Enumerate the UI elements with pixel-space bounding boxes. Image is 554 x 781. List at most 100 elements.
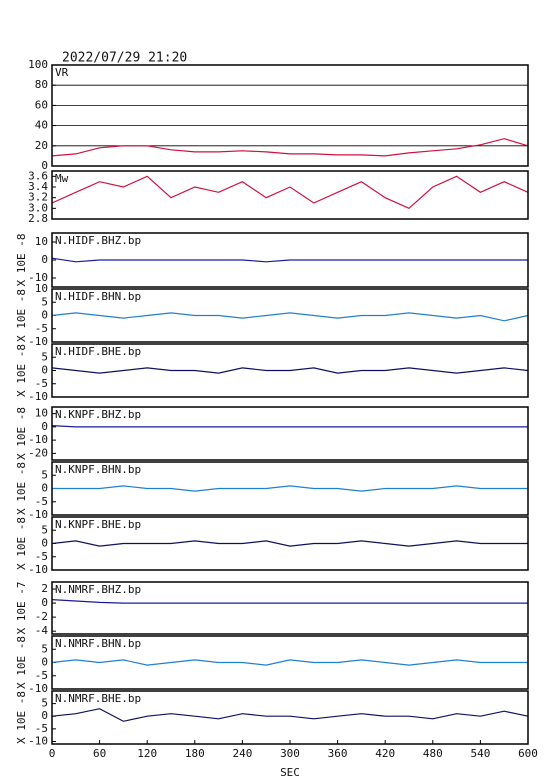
y-tick-label: -20 <box>28 446 48 459</box>
data-line <box>51 175 529 210</box>
y-tick-label: 2.8 <box>28 212 48 225</box>
y-tick-label: -10 <box>28 682 48 695</box>
x-tick-label: 360 <box>328 747 348 760</box>
panel-frame <box>51 406 529 461</box>
y-tick-label: 2 <box>41 582 48 595</box>
series-label: Mw <box>55 172 69 185</box>
x-axis-label: SEC <box>280 766 300 779</box>
panel-frame <box>51 232 529 288</box>
series-label: N.NMRF.BHN.bp <box>55 637 141 650</box>
y-axis-label: X 10E -8 <box>15 691 28 744</box>
series-label: N.HIDF.BHE.bp <box>55 345 141 358</box>
data-line <box>51 708 529 722</box>
panel-frame <box>51 581 529 635</box>
y-tick-label: -5 <box>35 322 48 335</box>
y-axis-label: X 10E -8 <box>15 407 28 460</box>
y-tick-label: -10 <box>28 734 48 747</box>
x-tick-label: 540 <box>470 747 490 760</box>
y-tick-label: 0 <box>41 364 48 377</box>
y-tick-label: -5 <box>35 550 48 563</box>
y-tick-label: -2 <box>35 610 48 623</box>
x-tick-label: 60 <box>93 747 106 760</box>
y-tick-label: 0 <box>41 656 48 669</box>
data-line <box>51 599 528 604</box>
y-tick-label: 80 <box>35 78 48 91</box>
chart-title: 2022/07/29 21:20 <box>62 51 187 66</box>
y-tick-label: 40 <box>35 119 48 132</box>
y-axis-label: X 10E -7 <box>15 582 28 635</box>
y-tick-label: 3.6 <box>28 169 48 182</box>
panel-frame <box>51 288 529 343</box>
panel-frame <box>51 516 529 571</box>
data-line <box>51 367 529 374</box>
y-tick-label: -10 <box>28 508 48 521</box>
y-tick-label: 3.0 <box>28 201 48 214</box>
y-tick-label: 10 <box>35 407 48 420</box>
y-axis-label: X 10E -8 <box>15 234 28 287</box>
y-tick-label: -10 <box>28 271 48 284</box>
series-label: N.KNPF.BHZ.bp <box>55 408 141 421</box>
series-label: N.HIDF.BHZ.bp <box>55 234 141 247</box>
y-tick-label: -10 <box>28 433 48 446</box>
data-line <box>52 485 528 492</box>
data-line <box>51 540 528 547</box>
panel-frame <box>51 64 529 167</box>
y-tick-label: 5 <box>41 642 48 655</box>
y-tick-label: 0 <box>41 596 48 609</box>
x-tick-label: 420 <box>375 747 395 760</box>
y-tick-label: -5 <box>35 722 48 735</box>
y-axis-label: X 10E -8 <box>15 289 28 342</box>
y-tick-label: 10 <box>35 282 48 295</box>
y-tick-label: 100 <box>28 58 48 71</box>
y-tick-label: 0 <box>41 709 48 722</box>
y-tick-label: -5 <box>35 377 48 390</box>
y-tick-label: 0 <box>41 253 48 266</box>
y-tick-label: 0 <box>41 159 48 172</box>
y-tick-label: -5 <box>35 495 48 508</box>
y-tick-label: 60 <box>35 98 48 111</box>
y-tick-label: 3.2 <box>28 191 48 204</box>
y-tick-label: 5 <box>41 468 48 481</box>
data-line <box>51 659 528 666</box>
panel-frame <box>51 170 529 220</box>
y-axis-label: X 10E -8 <box>15 636 28 689</box>
y-tick-label: 0 <box>41 420 48 433</box>
series-label: N.KNPF.BHE.bp <box>55 518 141 531</box>
series-label: N.KNPF.BHN.bp <box>55 463 141 476</box>
y-tick-label: 3.4 <box>28 180 48 193</box>
x-tick-label: 300 <box>280 747 300 760</box>
panel-frame <box>51 461 529 516</box>
y-tick-label: 5 <box>41 350 48 363</box>
x-tick-label: 240 <box>232 747 252 760</box>
y-tick-label: 5 <box>41 295 48 308</box>
data-line <box>51 257 528 263</box>
data-line <box>51 425 528 428</box>
y-tick-label: 0 <box>41 482 48 495</box>
x-tick-label: 180 <box>185 747 205 760</box>
y-tick-label: 20 <box>35 139 48 152</box>
y-tick-label: -4 <box>35 624 49 637</box>
series-label: N.HIDF.BHN.bp <box>55 290 141 303</box>
y-tick-label: 5 <box>41 697 48 710</box>
y-tick-label: -10 <box>28 335 48 348</box>
y-tick-label: -10 <box>28 563 48 576</box>
series-label: N.NMRF.BHE.bp <box>55 692 141 705</box>
y-axis-label: X 10E -8 <box>15 462 28 515</box>
data-line <box>51 312 529 322</box>
y-tick-label: -5 <box>35 669 48 682</box>
y-tick-label: 0 <box>41 309 48 322</box>
x-tick-label: 600 <box>518 747 538 760</box>
x-tick-label: 0 <box>49 747 56 760</box>
y-tick-label: 10 <box>35 235 48 248</box>
series-label: VR <box>55 66 69 79</box>
data-line <box>51 138 529 157</box>
y-tick-label: 0 <box>41 537 48 550</box>
y-tick-label: -10 <box>28 390 48 403</box>
y-axis-label: X 10E -8 <box>15 344 28 397</box>
y-tick-label: 5 <box>41 523 48 536</box>
series-label: N.NMRF.BHZ.bp <box>55 583 141 596</box>
panel-frame <box>51 343 529 398</box>
x-tick-label: 120 <box>137 747 157 760</box>
x-tick-label: 480 <box>423 747 443 760</box>
